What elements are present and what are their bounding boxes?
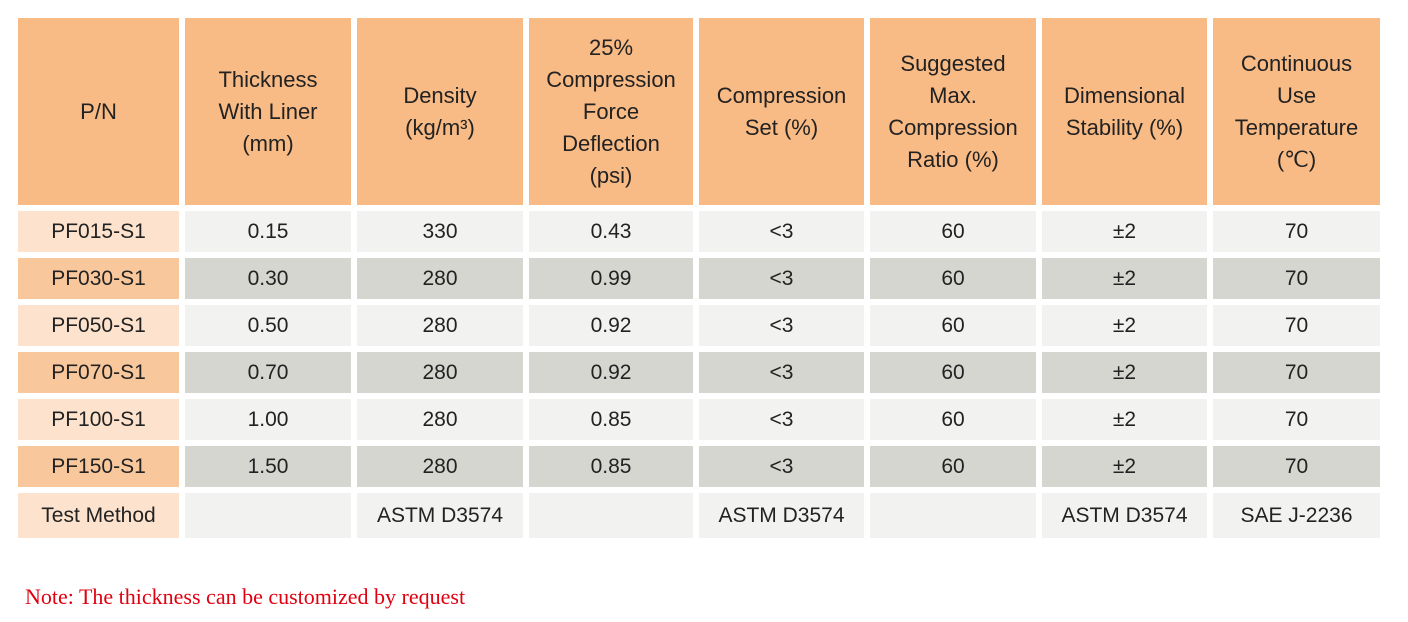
table-cell: <3 [699,352,864,393]
header-line: Deflection [562,130,660,156]
spec-table: P/N Thickness With Liner (mm) Density (kg/m³)… [18,18,1380,538]
table-cell: 280 [357,446,523,487]
table-cell: 60 [870,352,1036,393]
header-line: Force [582,98,640,124]
table-cell: ±2 [1042,352,1207,393]
table-cell: 60 [870,446,1036,487]
table-cell: 0.30 [185,258,351,299]
row-label: PF070-S1 [18,352,179,393]
table-cell [870,493,1036,538]
table-cell: 70 [1213,258,1380,299]
table-cell: 60 [870,399,1036,440]
header-cell: Thickness With Liner (mm) [185,18,351,205]
table-cell: 60 [870,305,1036,346]
header-line: Suggested [900,50,1006,76]
table-cell: SAE J-2236 [1213,493,1380,538]
table-cell: 0.15 [185,211,351,252]
header-line: With Liner [218,98,318,124]
table-cell: 0.99 [529,258,693,299]
header-line: Max. [929,82,977,108]
table-cell: 70 [1213,352,1380,393]
header-line: Compression [888,114,1018,140]
header-cell: Compression Set (%) [699,18,864,205]
header-line: Continuous [1240,50,1353,76]
row-label: PF100-S1 [18,399,179,440]
table-cell: 0.85 [529,399,693,440]
header-line: Density [403,82,477,108]
header-line: (℃) [1276,146,1317,172]
table-cell: 60 [870,211,1036,252]
row-label: Test Method [18,493,179,538]
table-cell: <3 [699,399,864,440]
header-line: (psi) [589,162,633,188]
header-line: Set (%) [744,114,819,140]
table-cell: <3 [699,211,864,252]
row-label: PF050-S1 [18,305,179,346]
table-cell: 70 [1213,305,1380,346]
table-cell: 70 [1213,399,1380,440]
table-cell [529,493,693,538]
header-cell: Suggested Max. Compression Ratio (%) [870,18,1036,205]
table-cell: 0.70 [185,352,351,393]
header-line: Compression [716,82,847,108]
table-cell: 0.92 [529,352,693,393]
table-cell: ±2 [1042,305,1207,346]
table-cell: 1.00 [185,399,351,440]
note: Note: The thickness can be customized by… [25,584,466,609]
row-label: PF150-S1 [18,446,179,487]
header-line: (mm) [242,130,294,156]
table-cell: ±2 [1042,211,1207,252]
table-cell: <3 [699,258,864,299]
table-cell: 280 [357,305,523,346]
table-cell: 1.50 [185,446,351,487]
header-cell: Continuous Use Temperature (℃) [1213,18,1380,205]
table-cell: ASTM D3574 [1042,493,1207,538]
table-cell: <3 [699,305,864,346]
header-cell: P/N [18,18,179,205]
row-label: PF030-S1 [18,258,179,299]
table-cell: ±2 [1042,399,1207,440]
table-cell: 280 [357,352,523,393]
table-cell: 60 [870,258,1036,299]
header-line: Use [1276,82,1317,108]
header-line: Dimensional [1063,82,1186,108]
table-cell: ±2 [1042,258,1207,299]
header-cell: 25% Compression Force Deflection (psi) [529,18,693,205]
header-line: Stability (%) [1065,114,1184,140]
table-cell: 0.43 [529,211,693,252]
header-line: Ratio (%) [907,146,999,172]
header-line: 25% [588,34,634,60]
table-cell: 70 [1213,446,1380,487]
table-cell: ASTM D3574 [699,493,864,538]
table-cell: 70 [1213,211,1380,252]
table-cell: 280 [357,258,523,299]
header-line: P/N [80,98,117,124]
row-label: PF015-S1 [18,211,179,252]
header-line: Compression [546,66,676,92]
table-cell: ASTM D3574 [357,493,523,538]
table-cell: 0.85 [529,446,693,487]
header-line: Temperature [1234,114,1359,140]
table-cell: ±2 [1042,446,1207,487]
table-cell: <3 [699,446,864,487]
header-cell: Density (kg/m³) [357,18,523,205]
header-cell: Dimensional Stability (%) [1042,18,1207,205]
table-cell: 0.92 [529,305,693,346]
header-line: (kg/m³) [405,114,475,140]
table-cell [185,493,351,538]
table-cell: 330 [357,211,523,252]
table-cell: 280 [357,399,523,440]
table-cell: 0.50 [185,305,351,346]
header-line: Thickness [218,66,318,92]
